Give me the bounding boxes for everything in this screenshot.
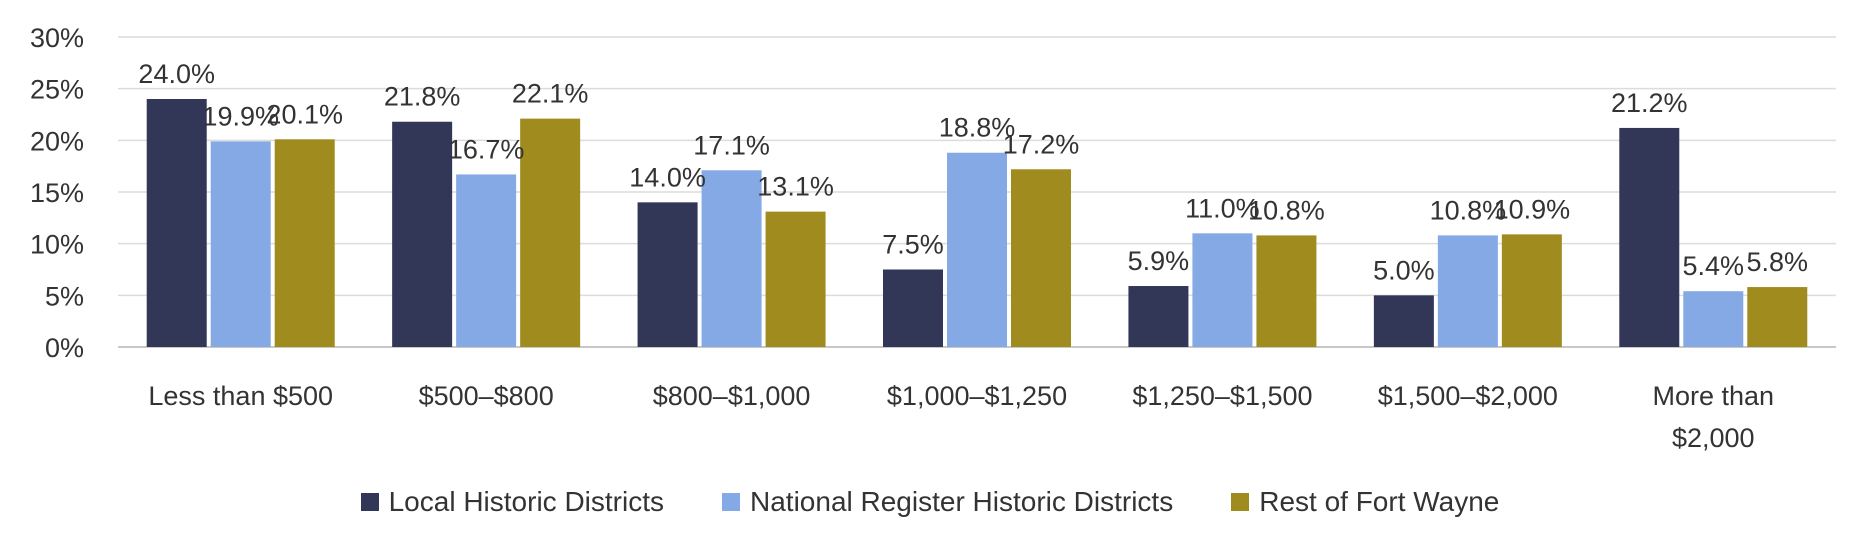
data-label: 7.5%: [882, 230, 944, 260]
y-tick-label: 5%: [45, 281, 84, 311]
legend-label-rest: Rest of Fort Wayne: [1259, 486, 1500, 517]
data-label: 17.1%: [693, 130, 770, 160]
bar: [520, 118, 581, 347]
data-label: 10.8%: [1430, 195, 1507, 225]
data-label: 16.7%: [448, 134, 525, 164]
x-tick-label: More than $2,000: [1652, 381, 1774, 453]
x-tick-label: $1,250–$1,500: [1132, 381, 1312, 411]
x-tick-label: $1,500–$2,000: [1378, 381, 1558, 411]
bar: [274, 139, 335, 347]
bar: [701, 170, 762, 347]
x-tick-label: Less than $500: [148, 381, 333, 411]
legend-item-local: Local Historic Districts: [360, 486, 664, 518]
legend-item-national: National Register Historic Districts: [722, 486, 1173, 518]
data-label: 24.0%: [138, 59, 215, 89]
bar-chart: 0% 5% 10% 15% 20% 25% 30% 24.0% 19.9%20.1% 21.8%…: [30, 23, 1836, 453]
data-label: 20.1%: [266, 99, 343, 129]
x-axis: Less than $500 $500–$800 $800–$1,000 $1,000…: [148, 381, 1774, 453]
legend-label-national: National Register Historic Districts: [750, 486, 1174, 517]
bar: [1747, 287, 1808, 347]
data-label: 21.8%: [384, 82, 461, 112]
y-tick-label: 25%: [30, 75, 84, 105]
legend-item-rest: Rest of Fort Wayne: [1231, 486, 1499, 518]
legend-swatch-national: [722, 493, 740, 511]
bar: [1373, 295, 1434, 347]
x-tick-label: $500–$800: [419, 381, 554, 411]
bar: [1256, 235, 1317, 347]
data-label: 5.9%: [1128, 246, 1190, 276]
data-label: 10.9%: [1494, 194, 1571, 224]
data-labels: 24.0% 19.9%20.1% 21.8% 16.7% 22.1% 14.0%17.1%…: [138, 59, 1808, 285]
y-tick-label: 30%: [30, 23, 84, 53]
x-tick-label: $1,000–$1,250: [887, 381, 1067, 411]
legend-swatch-rest: [1231, 493, 1250, 511]
data-label: 21.2%: [1611, 88, 1688, 118]
bar: [765, 211, 826, 347]
y-tick-label: 15%: [30, 178, 84, 208]
y-tick-label: 10%: [30, 230, 84, 260]
data-label: 17.2%: [1003, 129, 1080, 159]
data-label: 22.1%: [512, 79, 589, 109]
legend: Local Historic Districts National Regist…: [0, 480, 1860, 524]
bar: [456, 174, 517, 347]
data-label: 18.8%: [939, 113, 1016, 143]
y-tick-label: 0%: [45, 333, 84, 363]
bar: [1501, 234, 1562, 347]
bar: [1011, 169, 1071, 347]
bar: [1128, 286, 1189, 347]
y-axis: 0% 5% 10% 15% 20% 25% 30%: [30, 23, 84, 363]
bar: [1192, 233, 1253, 347]
data-label: 11.0%: [1185, 193, 1260, 223]
data-label: 19.9%: [202, 101, 279, 131]
data-label: 13.1%: [757, 172, 834, 202]
bar: [1437, 235, 1498, 347]
bars: [146, 99, 1808, 347]
bar: [392, 121, 453, 347]
bar: [637, 202, 698, 347]
legend-label-local: Local Historic Districts: [388, 486, 664, 517]
bar: [883, 269, 943, 347]
bar: [947, 152, 1007, 347]
bar: [1683, 291, 1744, 347]
data-label: 14.0%: [629, 162, 706, 192]
y-tick-label: 20%: [30, 126, 84, 156]
data-label: 10.8%: [1248, 195, 1325, 225]
data-label: 5.0%: [1373, 255, 1435, 285]
bar: [146, 99, 207, 347]
bar: [1619, 127, 1680, 347]
legend-swatch-local: [360, 493, 379, 511]
bar: [210, 141, 271, 347]
data-label: 5.8%: [1747, 247, 1809, 277]
data-label: 5.4%: [1683, 251, 1745, 281]
x-tick-label: $800–$1,000: [653, 381, 811, 411]
